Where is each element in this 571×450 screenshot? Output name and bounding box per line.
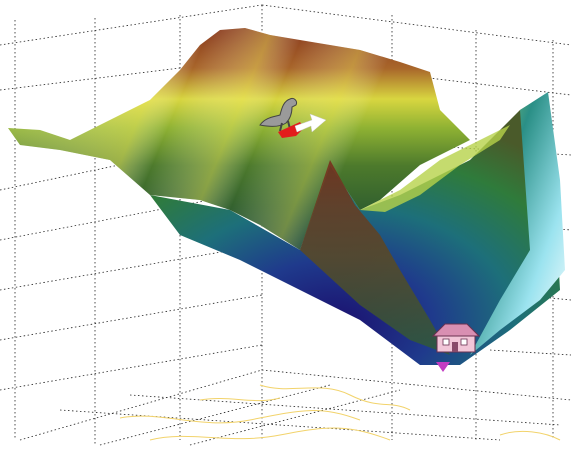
target-marker: [436, 362, 450, 372]
dinosaur: [259, 98, 297, 132]
contours: [119, 384, 561, 441]
ridge-stripes: [8, 28, 470, 250]
house: [431, 323, 481, 353]
green-ledge: [360, 125, 510, 212]
right-wall: [470, 92, 565, 355]
white-arrow: [294, 113, 327, 133]
central-peak: [300, 160, 450, 355]
